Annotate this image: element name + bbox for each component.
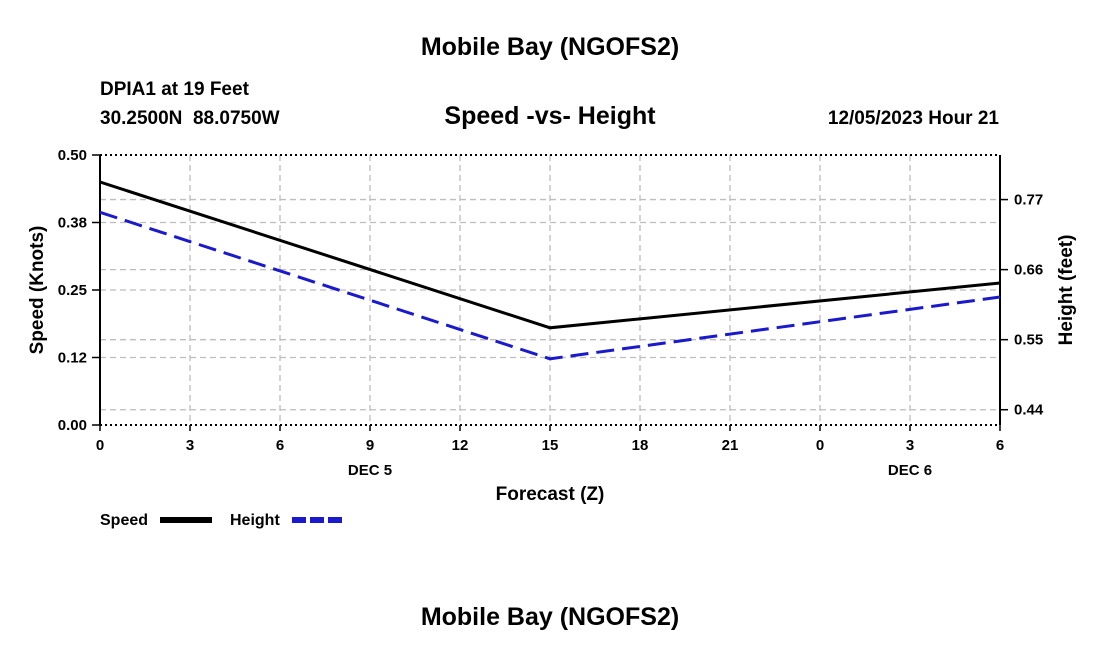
chart-axes [92,154,1008,431]
y-left-tick-label: 0.38 [58,215,87,232]
y-axis-right-label: Height (feet) [1056,235,1077,346]
series-line-height [99,210,1001,361]
x-tick-label: 0 [816,437,824,454]
data-series [99,180,1001,361]
x-tick-label: 15 [542,437,559,454]
x-tick-label: 3 [186,437,194,454]
x-tick-label: 12 [452,437,469,454]
x-tick-label: 3 [906,437,914,454]
series-line-speed [99,180,1001,330]
page-title-bottom: Mobile Bay (NGOFS2) [421,603,679,631]
y-left-tick-label: 0.00 [58,417,87,434]
tick-labels: 0 3 6 9 12 15 18 21 0 3 6 DEC 5 DEC 6 0.00 0.12 0.25 0.3… [58,147,1044,479]
x-tick-label: 18 [632,437,649,454]
x-date-label: DEC 5 [348,462,392,479]
x-tick-label: 6 [996,437,1004,454]
datetime-label: 12/05/2023 Hour 21 [828,108,1000,129]
y-left-tick-label: 0.12 [58,350,87,367]
legend: Speed Height [100,512,342,529]
page-title-top: Mobile Bay (NGOFS2) [421,33,679,61]
legend-speed-label: Speed [100,512,148,529]
x-date-label: DEC 6 [888,462,932,479]
y-right-tick-label: 0.66 [1014,262,1043,279]
x-tick-label: 0 [96,437,104,454]
station-label: DPIA1 at 19 Feet [100,79,250,100]
y-left-tick-label: 0.50 [58,147,87,164]
chart-title: Speed -vs- Height [444,102,656,130]
coordinates-label: 30.2500N 88.0750W [100,108,280,129]
y-right-tick-label: 0.44 [1014,402,1044,419]
y-right-tick-label: 0.77 [1014,192,1043,209]
grid-lines [100,155,1000,425]
x-tick-label: 21 [722,437,739,454]
y-axis-left-label: Speed (Knots) [27,226,48,355]
y-left-tick-label: 0.25 [58,282,87,299]
x-tick-label: 9 [366,437,374,454]
legend-height-label: Height [230,512,280,529]
y-right-tick-label: 0.55 [1014,332,1043,349]
x-tick-label: 6 [276,437,284,454]
x-axis-label: Forecast (Z) [496,484,605,505]
